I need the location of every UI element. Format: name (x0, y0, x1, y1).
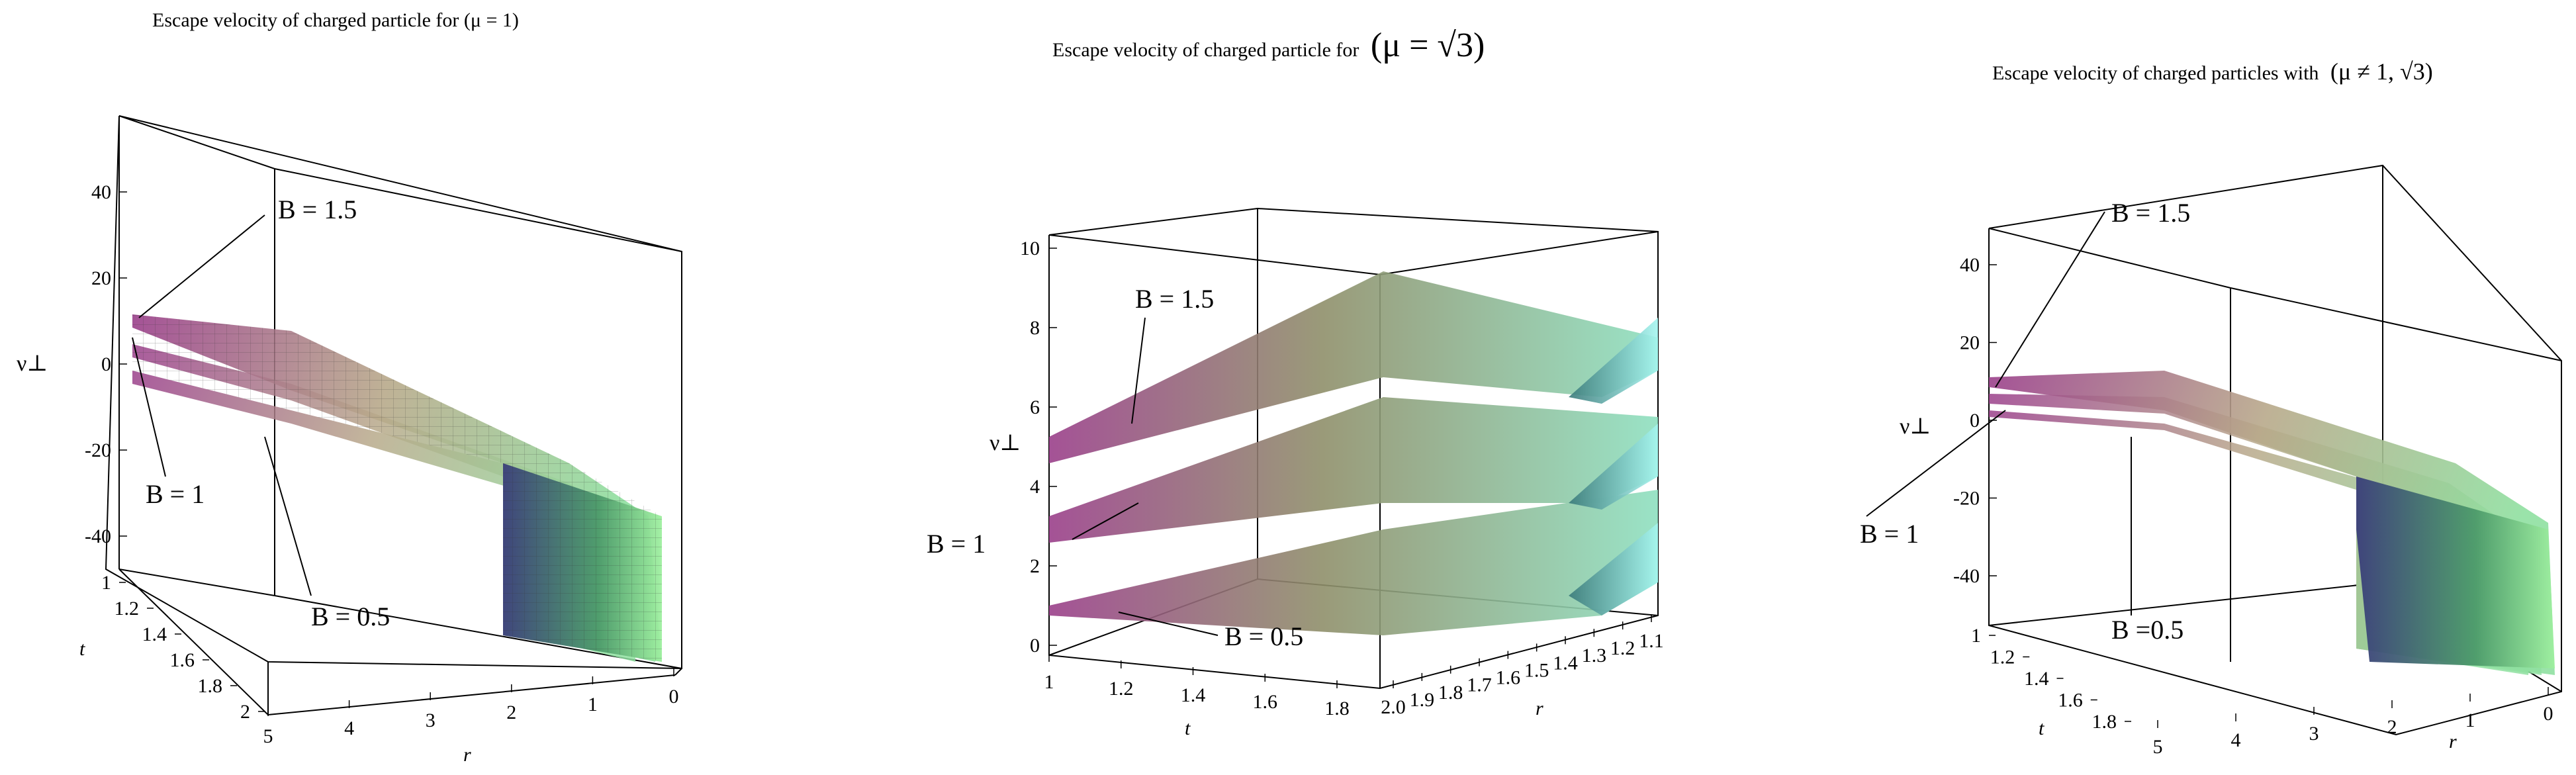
r-axis-ticks: 5 4 3 2 1 0 (2153, 687, 2553, 758)
r-tick-label: 0 (669, 686, 679, 707)
z-tick-label: 0 (101, 353, 111, 375)
z-tick-label: 8 (1030, 317, 1040, 339)
z-tick-label: -40 (1953, 565, 1980, 587)
t-axis-label: t (79, 638, 85, 660)
surface-group (1049, 271, 1658, 635)
surface-group (1989, 371, 2555, 675)
chart-panel-mu-1: Escape velocity of charged particle for … (0, 0, 728, 775)
surface-plot-mu-1: Escape velocity of charged particle for … (17, 9, 682, 766)
r-tick-label: 0 (2544, 703, 2553, 725)
surface-label-b-1.5: B = 1.5 (278, 195, 357, 224)
t-axis-label: t (1185, 717, 1191, 739)
t-tick-label: 1 (101, 572, 111, 594)
t-axis-label: t (2039, 717, 2045, 739)
t-tick-label: 1.2 (1990, 647, 2015, 668)
chart-title: Escape velocity of charged particle for … (1052, 26, 1485, 64)
t-axis-ticks: 11.21.41.61.8 2 (101, 572, 265, 723)
r-axis-ticks: 2.0 1.9 1.8 1.7 1.6 1.5 1.4 1.3 1.2 1.1 (1381, 614, 1664, 718)
t-axis-ticks: 1 1.2 1.4 1.6 1.8 (1044, 654, 1350, 719)
r-tick-label: 1.4 (1553, 652, 1578, 674)
surface-label-b-1: B = 1 (1860, 519, 1919, 549)
z-axis-label: ν⊥ (17, 351, 48, 376)
z-tick-label: 20 (91, 267, 111, 289)
r-tick-label: 1.9 (1410, 689, 1435, 711)
chart-title: Escape velocity of charged particles wit… (1992, 58, 2433, 85)
surface-label-b-1.5: B = 1.5 (2111, 198, 2190, 228)
z-axis-ticks: 40 20 0 -20 -40 (1953, 254, 1997, 587)
z-tick-label: -20 (85, 439, 111, 461)
r-axis-label: r (1536, 698, 1543, 719)
r-tick-label: 1 (2465, 709, 2475, 731)
r-tick-label: 4 (344, 717, 354, 739)
t-tick-label: 1.4 (142, 623, 167, 645)
t-tick-label: 1.8 (1324, 698, 1350, 719)
surface-label-b-0.5: B = 0.5 (1224, 621, 1303, 651)
z-axis-label: ν⊥ (1900, 414, 1931, 439)
surface-label-b-1: B = 1 (927, 529, 986, 559)
r-tick-label: 1.6 (1496, 667, 1521, 689)
r-axis-label: r (2449, 731, 2457, 752)
z-tick-label: 20 (1960, 332, 1980, 354)
z-axis-ticks: 10 8 6 4 2 0 (1020, 238, 1057, 657)
z-tick-label: -40 (85, 525, 111, 547)
surface-b-1.5 (1049, 271, 1658, 463)
z-tick-label: 2 (1030, 555, 1040, 577)
chart-panel-mu-sqrt3: Escape velocity of charged particle for … (874, 0, 1701, 775)
t-tick-label: 1.8 (2092, 711, 2117, 733)
t-tick-label: 1.2 (1109, 678, 1134, 700)
chart-panel-mu-other: Escape velocity of charged particles wit… (1787, 0, 2576, 775)
z-tick-label: 4 (1030, 476, 1040, 498)
t-tick-label: 1.4 (1181, 684, 1206, 706)
t-tick-label: 1.6 (1253, 691, 1278, 713)
surface-plot-mu-sqrt3: Escape velocity of charged particle for … (927, 26, 1664, 739)
surface-label-b-1: B = 1 (146, 479, 205, 509)
z-tick-label: 0 (1030, 635, 1040, 657)
surface-plot-mu-other: Escape velocity of charged particles wit… (1860, 58, 2562, 758)
surface-group (132, 314, 662, 662)
chart-title: Escape velocity of charged particle for … (152, 9, 519, 31)
z-tick-label: 6 (1030, 396, 1040, 418)
r-tick-label: 1 (588, 694, 598, 715)
r-tick-label: 1.2 (1610, 637, 1635, 659)
r-axis-label: r (463, 744, 471, 766)
z-tick-label: 10 (1020, 238, 1040, 259)
z-tick-label: 40 (91, 181, 111, 203)
r-tick-label: 3 (426, 709, 436, 731)
r-tick-label: 1.5 (1524, 659, 1549, 681)
surface-wall (2356, 477, 2555, 668)
z-axis-label: ν⊥ (989, 431, 1021, 455)
z-tick-label: 40 (1960, 254, 1980, 276)
r-tick-label: 4 (2231, 729, 2241, 751)
t-tick-label: 1 (1044, 671, 1054, 693)
t-tick-label: 1.8 (198, 675, 223, 697)
r-tick-label: 2 (2387, 716, 2397, 738)
surface-label-b-1.5: B = 1.5 (1135, 284, 1214, 314)
r-tick-label: 1.7 (1467, 674, 1492, 696)
t-tick-label: 1.4 (2024, 668, 2049, 690)
r-axis-ticks: 5 4 3 2 1 0 (263, 668, 679, 747)
z-tick-label: 0 (1970, 410, 1980, 432)
plot-box (105, 115, 682, 715)
z-axis-ticks: 40 20 0 -20 -40 (85, 181, 127, 547)
surface-b-1 (1049, 397, 1658, 543)
t-tick-label: 1.6 (170, 649, 195, 671)
r-tick-label: 1.1 (1639, 630, 1664, 652)
r-tick-label: 1.8 (1438, 682, 1463, 704)
t-tick-label: 1.2 (115, 598, 140, 619)
r-tick-label: 2 (506, 702, 516, 723)
r-tick-label: 5 (2153, 736, 2163, 758)
r-tick-label: 3 (2309, 723, 2319, 745)
surface-label-b-0.5: B = 0.5 (311, 602, 390, 631)
t-axis-ticks: 1 1.2 1.4 1.6 1.8 (1971, 625, 2131, 733)
surface-label-b-0.5: B =0.5 (2111, 615, 2184, 645)
surface-b-0.5 (1049, 490, 1658, 635)
t-tick-label: 1.6 (2058, 690, 2083, 711)
z-tick-label: -20 (1953, 488, 1980, 510)
r-tick-label: 5 (263, 725, 273, 747)
t-tick-label: 1 (1971, 625, 1981, 647)
t-tick-label: 2 (240, 701, 250, 723)
r-tick-label: 2.0 (1381, 696, 1406, 718)
r-tick-label: 1.3 (1582, 645, 1607, 666)
